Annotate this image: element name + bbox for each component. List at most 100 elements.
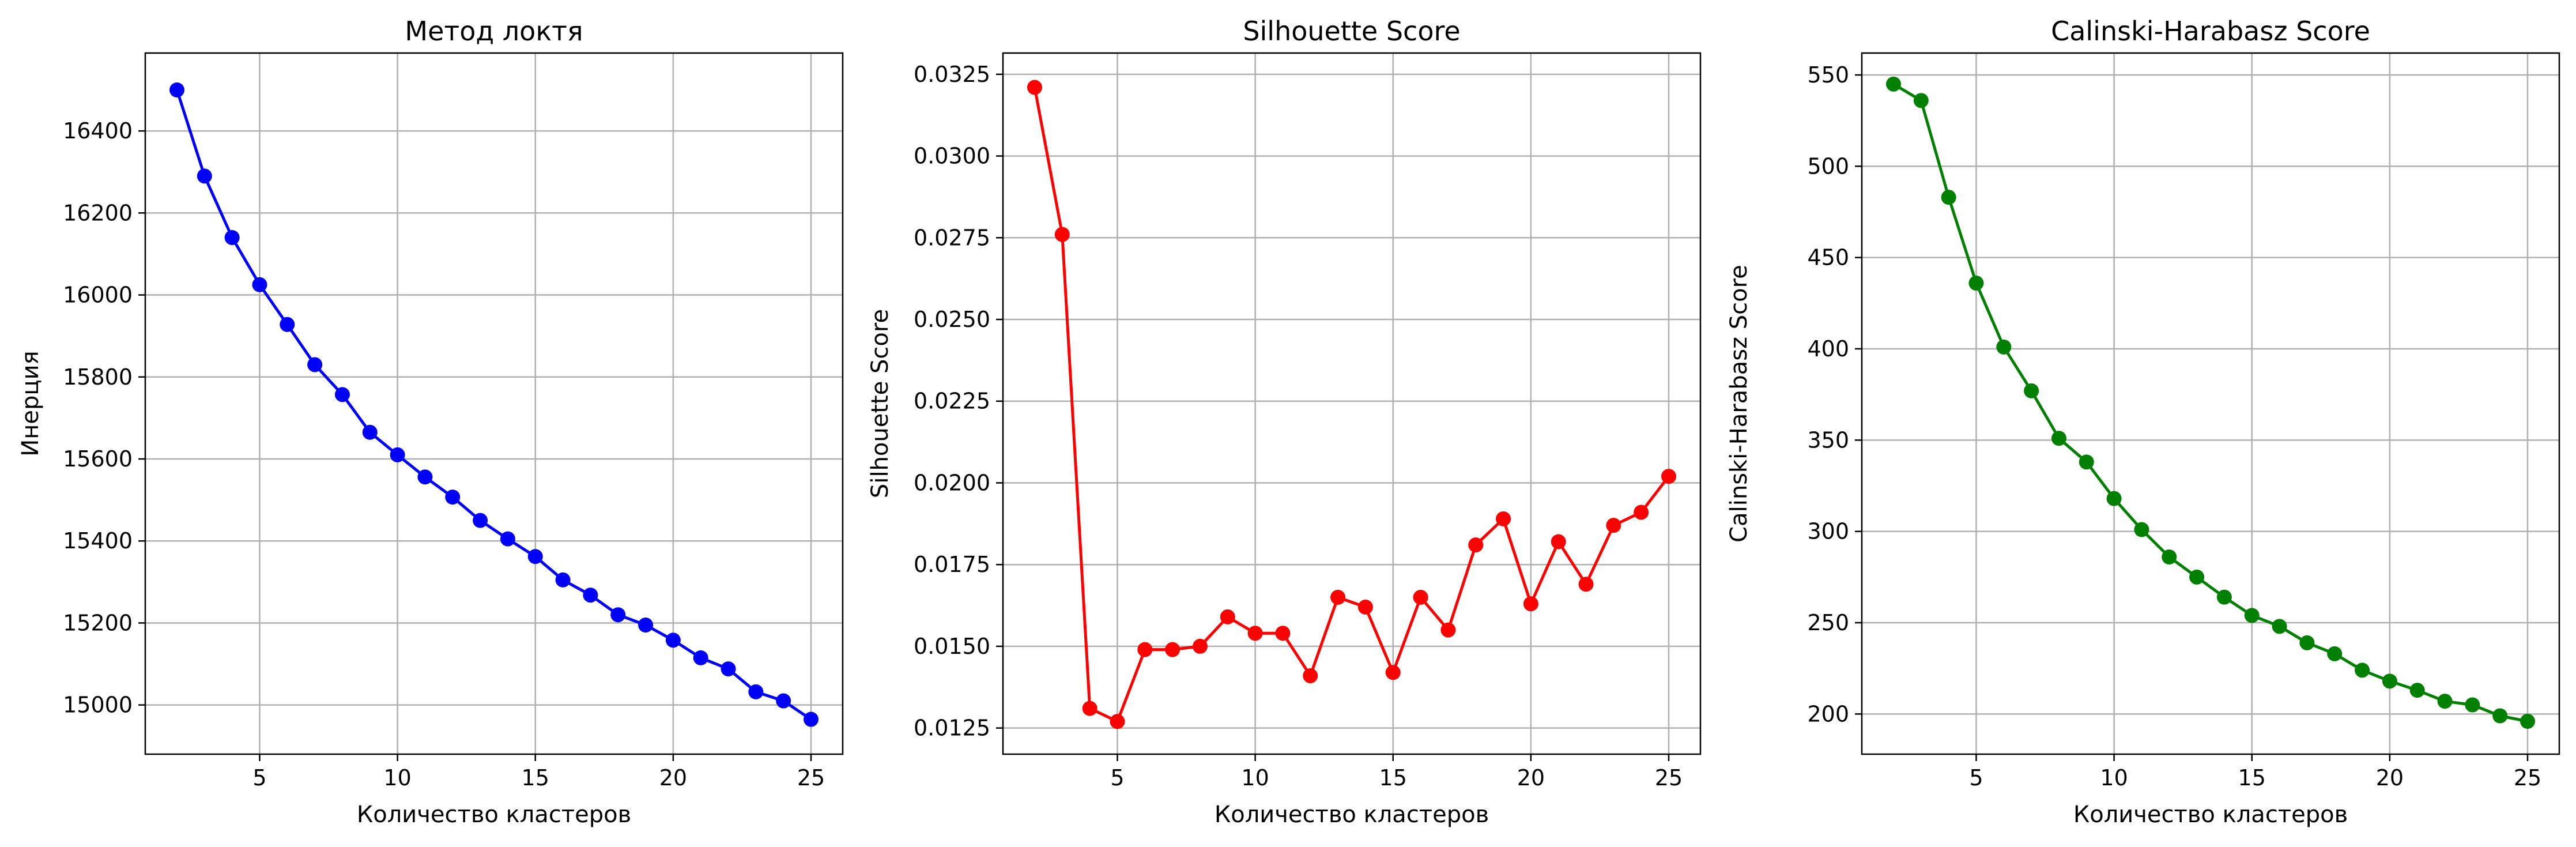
data-point [1551, 534, 1566, 549]
x-tick-label: 10 [2100, 765, 2128, 790]
data-point [748, 684, 764, 699]
data-point [1082, 701, 1097, 716]
data-point [1968, 276, 1984, 291]
data-point [638, 618, 654, 633]
x-axis-label: Количество кластеров [1215, 801, 1489, 828]
data-point [1941, 190, 1956, 205]
x-tick-label: 25 [2514, 765, 2541, 790]
series-line [175, 89, 812, 721]
data-point [2437, 694, 2453, 709]
data-point [2024, 383, 2039, 398]
plot-frame [144, 52, 844, 755]
data-point [1523, 596, 1538, 612]
data-point [1275, 626, 1291, 641]
y-tick-label: 0.0125 [914, 716, 990, 741]
data-point [1357, 599, 1373, 615]
data-point [307, 357, 323, 372]
y-tick-label: 250 [1807, 610, 1849, 635]
data-point [2355, 662, 2370, 678]
x-tick-label: 25 [1655, 765, 1683, 790]
y-tick-label: 16000 [63, 283, 133, 308]
data-point [1578, 577, 1594, 592]
y-tick-label: 0.0150 [914, 634, 990, 659]
data-point [1165, 642, 1180, 657]
data-point [2382, 673, 2397, 689]
data-point [2244, 608, 2260, 623]
y-axis-label: Calinski-Harabasz Score [1726, 265, 1752, 543]
data-point [1054, 227, 1070, 242]
y-axis-label: Silhouette Score [867, 309, 893, 498]
x-tick-label: 10 [1241, 765, 1269, 790]
y-tick-label: 0.0325 [914, 62, 990, 87]
x-tick-label: 5 [1110, 765, 1124, 790]
y-tick-label: 15600 [63, 446, 133, 472]
data-point [1220, 609, 1235, 624]
data-point [804, 712, 819, 727]
data-point [1440, 622, 1456, 638]
y-tick-label: 0.0225 [914, 389, 990, 414]
data-point [334, 387, 350, 402]
x-tick-label: 15 [522, 765, 549, 790]
data-point [2492, 708, 2508, 724]
data-point [2079, 454, 2094, 470]
data-point [224, 230, 240, 245]
x-tick-label: 5 [1969, 765, 1983, 790]
y-tick-label: 16200 [63, 200, 133, 225]
y-tick-label: 200 [1807, 701, 1849, 726]
data-point [1913, 93, 1929, 108]
data-point [610, 607, 626, 623]
data-point [445, 490, 461, 505]
x-tick-label: 15 [1379, 765, 1407, 790]
series-line [1892, 82, 2528, 723]
y-tick-label: 550 [1807, 62, 1849, 88]
y-tick-label: 15000 [63, 692, 133, 718]
data-point [2299, 635, 2315, 650]
data-point [721, 661, 736, 677]
plot-frame [1002, 52, 1702, 755]
data-point [362, 424, 378, 440]
x-tick-label: 10 [383, 765, 411, 790]
y-tick-label: 0.0250 [914, 307, 990, 332]
data-point [1027, 80, 1042, 95]
data-point [500, 531, 515, 547]
chart-2: 5 10 15 20 25 0.0125 0.0150 0.0175 0.0200 0.0225 0… [867, 16, 1702, 828]
data-point [1634, 505, 1649, 520]
data-point [527, 549, 543, 564]
data-point [2189, 569, 2205, 585]
y-tick-label: 300 [1807, 519, 1849, 544]
data-point [1330, 589, 1346, 605]
data-point [197, 168, 212, 184]
y-tick-label: 450 [1807, 245, 1849, 270]
y-tick-label: 400 [1807, 336, 1849, 362]
data-point [417, 469, 433, 485]
data-point [2520, 714, 2535, 729]
y-tick-label: 15200 [63, 610, 133, 635]
chart-1: 5 10 15 20 25 15000 15200 15400 15600 15800 16000 1… [17, 16, 844, 828]
y-axis-label: Инерция [17, 351, 44, 456]
x-axis-label: Количество кластеров [357, 801, 631, 828]
data-point [252, 277, 267, 292]
data-point [1192, 638, 1208, 654]
y-tick-label: 0.0200 [914, 470, 990, 495]
chart-3: 5 10 15 20 25 200 250 300 350 400 450 500 550 Calinsk… [1726, 16, 2560, 828]
data-point [2327, 646, 2343, 661]
data-point [2272, 619, 2287, 634]
data-point [1886, 76, 1901, 92]
y-tick-label: 15400 [63, 528, 133, 554]
x-tick-label: 25 [797, 765, 825, 790]
data-point [2051, 431, 2066, 446]
data-point [1606, 518, 1621, 533]
data-point [1996, 339, 2012, 355]
data-point [776, 693, 791, 709]
x-tick-label: 20 [659, 765, 687, 790]
data-point [1110, 714, 1125, 729]
x-tick-label: 15 [2238, 765, 2266, 790]
data-point [1247, 626, 1263, 641]
data-point [1661, 469, 1676, 484]
data-point [2162, 549, 2177, 564]
data-point [1385, 665, 1401, 680]
data-point [1137, 642, 1153, 657]
data-point [473, 513, 488, 528]
data-point [583, 588, 598, 603]
